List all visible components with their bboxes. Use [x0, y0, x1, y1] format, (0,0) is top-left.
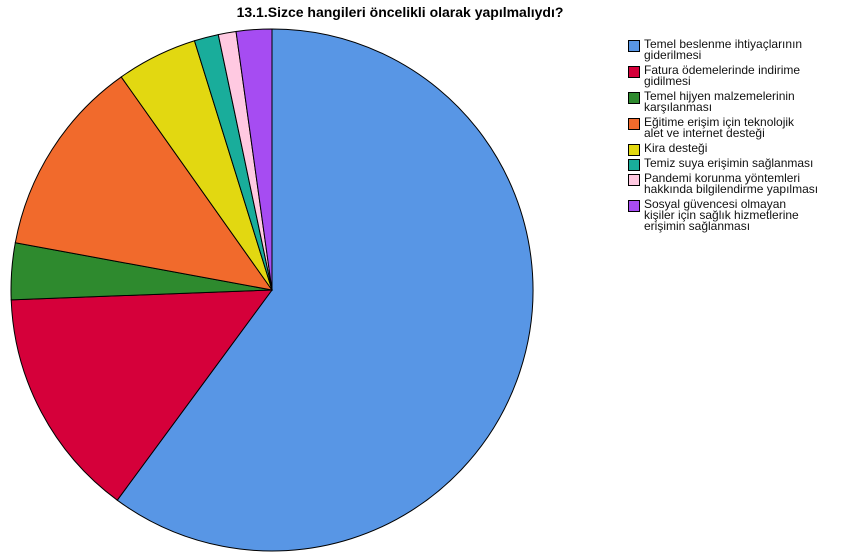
legend-swatch — [628, 159, 640, 171]
legend-swatch — [628, 174, 640, 186]
legend-label: Kira desteği — [644, 141, 708, 155]
legend-item: Pandemi korunma yöntemleri hakkında bilg… — [628, 171, 819, 196]
legend-item: Sosyal güvencesi olmayan kişiler için sa… — [628, 197, 799, 233]
legend-swatch — [628, 92, 640, 104]
legend-label: Pandemi korunma yöntemleri hakkında bilg… — [644, 171, 819, 196]
pie-slice — [116, 28, 534, 552]
pie-slice — [235, 28, 273, 291]
legend-item: Temel hijyen malzemelerinin karşılanması — [628, 89, 795, 114]
legend-item: Temel beslenme ihtiyaçlarının giderilmes… — [628, 37, 803, 62]
legend-item: Temiz suya erişimin sağlanması — [628, 156, 814, 171]
legend-swatch — [628, 118, 640, 130]
legend-label: Sosyal güvencesi olmayan kişiler için sa… — [644, 197, 799, 233]
legend-item: Fatura ödemelerinde indirime gidilmesi — [628, 63, 801, 88]
legend-label: Fatura ödemelerinde indirime gidilmesi — [644, 63, 801, 88]
legend-item: Kira desteği — [628, 141, 708, 156]
legend-item: Eğitime erişim için teknolojik alet ve i… — [628, 115, 795, 140]
pie-slice — [14, 76, 274, 291]
legend-swatch — [628, 40, 640, 52]
legend-label: Eğitime erişim için teknolojik alet ve i… — [644, 115, 795, 140]
legend-swatch — [628, 66, 640, 78]
legend-label: Temiz suya erişimin sağlanması — [644, 156, 814, 170]
chart-title: 13.1.Sizce hangileri öncelikli olarak ya… — [237, 4, 564, 20]
pie-slice — [10, 289, 274, 501]
legend-swatch — [628, 144, 640, 156]
legend-swatch — [628, 200, 640, 212]
legend-label: Temel beslenme ihtiyaçlarının giderilmes… — [644, 37, 803, 62]
legend-label: Temel hijyen malzemelerinin karşılanması — [644, 89, 795, 114]
